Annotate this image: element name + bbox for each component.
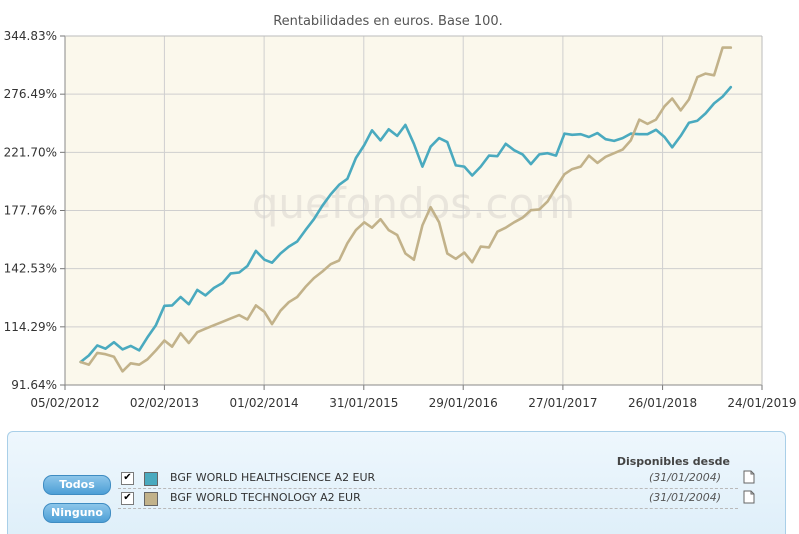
watermark: quefondos.com bbox=[252, 179, 576, 228]
x-tick-label: 31/01/2015 bbox=[329, 396, 398, 410]
x-tick-label: 27/01/2017 bbox=[528, 396, 597, 410]
y-tick-label: 177.76% bbox=[4, 204, 57, 218]
x-tick-label: 24/01/2019 bbox=[727, 396, 796, 410]
y-tick-label: 91.64% bbox=[11, 378, 57, 392]
fund-checkbox[interactable]: ✔ bbox=[121, 492, 134, 505]
fund-checkbox[interactable]: ✔ bbox=[121, 472, 134, 485]
x-tick-label: 05/02/2012 bbox=[30, 396, 99, 410]
select-all-button[interactable]: Todos bbox=[43, 475, 111, 495]
y-tick-label: 276.49% bbox=[4, 87, 57, 101]
available-since-date: (31/01/2004) bbox=[649, 471, 721, 484]
select-none-button[interactable]: Ninguno bbox=[43, 503, 111, 523]
x-tick-label: 01/02/2014 bbox=[230, 396, 299, 410]
x-tick-label: 29/01/2016 bbox=[429, 396, 498, 410]
x-tick-label: 26/01/2018 bbox=[628, 396, 697, 410]
chart-svg: quefondos.com 91.64% 114.29% 142.53% 177.76%… bbox=[4, 14, 797, 410]
chart-title: Rentabilidades en euros. Base 100. bbox=[273, 14, 503, 29]
fund-row: ✔ BGF WORLD HEALTHSCIENCE A2 EUR (31/01/… bbox=[118, 470, 738, 489]
fund-name: BGF WORLD TECHNOLOGY A2 EUR bbox=[170, 491, 361, 504]
x-tick-label: 02/02/2013 bbox=[130, 396, 199, 410]
fund-name: BGF WORLD HEALTHSCIENCE A2 EUR bbox=[170, 471, 376, 484]
series-color-swatch bbox=[144, 472, 158, 486]
available-since-date: (31/01/2004) bbox=[649, 491, 721, 504]
document-icon[interactable] bbox=[743, 470, 755, 484]
y-tick-label: 114.29% bbox=[4, 320, 57, 334]
y-tick-label: 221.70% bbox=[4, 145, 57, 159]
legend-panel: Todos Ninguno Disponibles desde ✔ BGF WO… bbox=[7, 431, 786, 534]
y-tick-label: 344.83% bbox=[4, 29, 57, 43]
series-line bbox=[79, 46, 733, 373]
chart-area: quefondos.com 91.64% 114.29% 142.53% 177.76%… bbox=[4, 14, 797, 410]
fund-row: ✔ BGF WORLD TECHNOLOGY A2 EUR (31/01/200… bbox=[118, 490, 738, 509]
document-icon[interactable] bbox=[743, 490, 755, 504]
available-since-header: Disponibles desde bbox=[616, 455, 730, 468]
series-line bbox=[79, 85, 733, 364]
y-tick-label: 142.53% bbox=[4, 262, 57, 276]
series-color-swatch bbox=[144, 492, 158, 506]
